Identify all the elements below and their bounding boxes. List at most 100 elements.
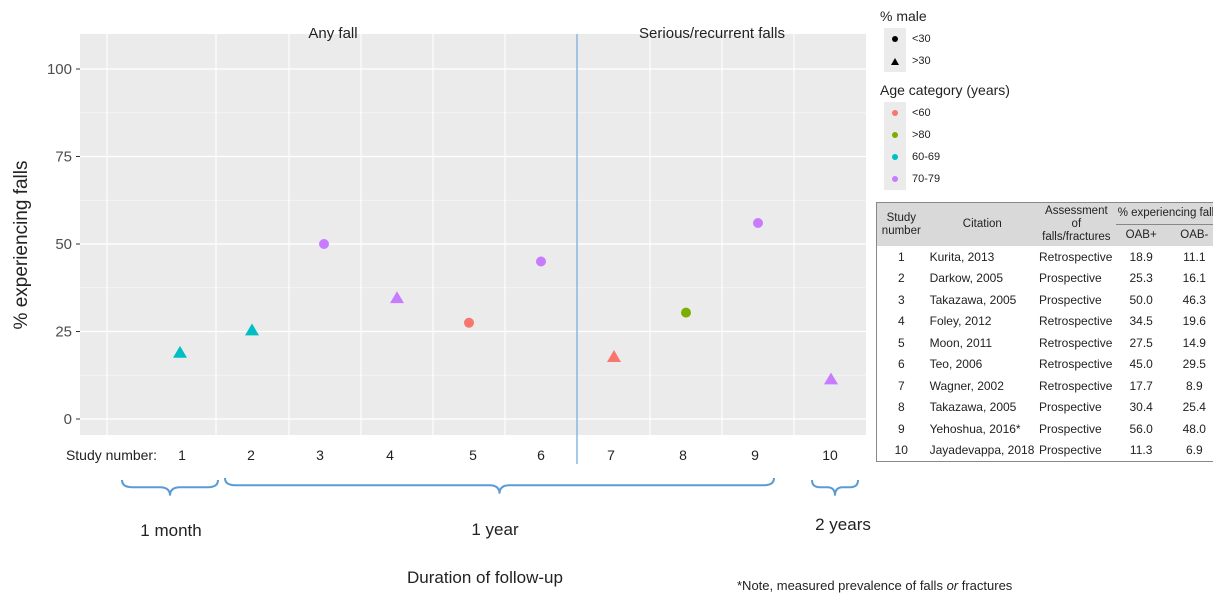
duration-label: 1 year [471,520,519,539]
brace-1-year [224,477,775,494]
study-table: Study number Citation Assessment of fall… [876,202,1213,462]
header-oab-neg: OAB- [1166,224,1213,246]
table-row: 4 Foley, 2012 Retrospective 34.5 19.6 [877,311,1213,333]
footnote-prefix: *Note, measured prevalence of falls [737,578,947,593]
legend-label: 70-79 [912,173,941,185]
cell-study-number: 2 [897,271,905,286]
cell-study-number: 10 [894,443,908,458]
cell-study-number: 3 [897,292,905,307]
data-point-6 [536,256,546,267]
cell-citation: Jayadevappa, 2018 [929,443,1035,458]
data-point-4 [390,291,404,304]
legend-label: >30 [912,55,931,67]
cell-citation: Wagner, 2002 [929,378,1004,393]
legend-age-item: >80 [884,124,1178,146]
y-axis-label: % experiencing falls [11,161,32,330]
cell-study-number: 6 [897,357,905,372]
cell-citation: Yehoshua, 2016* [929,421,1021,436]
cell-study-number: 1 [897,249,905,264]
cell-oab-pos: 50.0 [1129,292,1153,307]
cell-citation: Takazawa, 2005 [929,292,1017,307]
cell-oab-neg: 19.6 [1182,314,1206,329]
x-tick-label: 3 [316,447,324,463]
data-point-3 [319,239,329,249]
cell-citation: Foley, 2012 [929,314,992,329]
cell-citation: Kurita, 2013 [929,249,995,264]
cell-assessment: Retrospective [1039,335,1113,350]
cell-oab-neg: 6.9 [1185,443,1203,458]
legend-age-item: <60 [884,102,1178,124]
x-tick-label: 2 [247,447,255,463]
triangle-icon [891,57,899,65]
cell-assessment: Prospective [1039,271,1102,286]
legend-key [884,124,906,146]
cell-study-number: 9 [897,421,905,436]
circle-icon [892,132,898,138]
data-point-5 [464,317,474,328]
table-row: 10 Jayadevappa, 2018 Prospective 11.3 6.9 [877,440,1213,462]
cell-assessment: Retrospective [1039,314,1113,329]
legend-label: <30 [912,33,931,45]
cell-study-number: 5 [897,335,905,350]
header-oab-pos: OAB+ [1115,224,1167,246]
legend-label: >80 [912,129,931,141]
cell-oab-pos: 11.3 [1129,443,1153,458]
circle-icon [892,154,898,160]
table-row: 2 Darkow, 2005 Prospective 25.3 16.1 [877,268,1213,290]
cell-assessment: Retrospective [1039,249,1113,264]
cell-oab-pos: 27.5 [1129,335,1153,350]
x-tick-label: 1 [178,447,186,463]
cell-study-number: 8 [897,400,905,415]
cell-citation: Darkow, 2005 [929,271,1003,286]
x-tick-label: 5 [469,447,477,463]
x-tick-label: 8 [679,447,687,463]
cell-oab-neg: 16.1 [1182,271,1206,286]
legend-label: <60 [912,107,931,119]
legend-age-block: Age category (years) <60 >80 60-69 70-79 [878,82,1178,190]
cell-oab-pos: 30.4 [1129,400,1153,415]
legend-key [884,28,906,50]
legend-age-item: 60-69 [884,146,1178,168]
legend-male-item: <30 [884,28,1178,50]
cell-citation: Takazawa, 2005 [929,400,1017,415]
cell-oab-pos: 45.0 [1129,357,1153,372]
cell-oab-neg: 25.4 [1182,400,1206,415]
circle-icon [892,176,898,182]
cell-study-number: 4 [897,314,905,329]
legend-male-item: >30 [884,50,1178,72]
table-row: 7 Wagner, 2002 Retrospective 17.7 8.9 [877,375,1213,397]
panel-label-serious-falls: Serious/recurrent falls [639,25,785,42]
data-point-7 [607,350,621,362]
data-point-8 [681,307,691,318]
cell-oab-neg: 14.9 [1182,335,1206,350]
data-point-2 [245,323,259,336]
legend-age-title: Age category (years) [880,82,1010,98]
cell-assessment: Retrospective [1039,357,1113,372]
header-study-number: Study number [877,203,926,246]
plot-panel [80,34,866,435]
x-prefix-label: Study number: [66,447,157,463]
cell-assessment: Prospective [1039,400,1102,415]
cell-assessment: Prospective [1039,292,1102,307]
y-tick-label: 25 [55,324,72,341]
x-tick-label: 4 [386,447,394,463]
legend-label: 60-69 [912,151,941,163]
panel-label-any-fall: Any fall [308,25,357,42]
y-tick-label: 75 [55,149,72,166]
y-tick-label: 0 [64,411,72,428]
footnote: *Note, measured prevalence of falls or f… [737,578,1012,593]
cell-oab-neg: 8.9 [1185,378,1203,393]
circle-icon [892,110,898,116]
y-tick-label: 100 [47,61,72,78]
legend-key [884,50,906,72]
cell-oab-pos: 25.3 [1129,271,1153,286]
cell-oab-pos: 18.9 [1129,249,1153,264]
x-tick-label: 10 [822,447,838,463]
table-row: 6 Teo, 2006 Retrospective 45.0 29.5 [877,354,1213,376]
duration-label: 1 month [140,521,201,540]
cell-assessment: Prospective [1039,443,1102,458]
footnote-suffix: fractures [958,578,1013,593]
legend-key [884,146,906,168]
x-tick-label: 9 [751,447,759,463]
